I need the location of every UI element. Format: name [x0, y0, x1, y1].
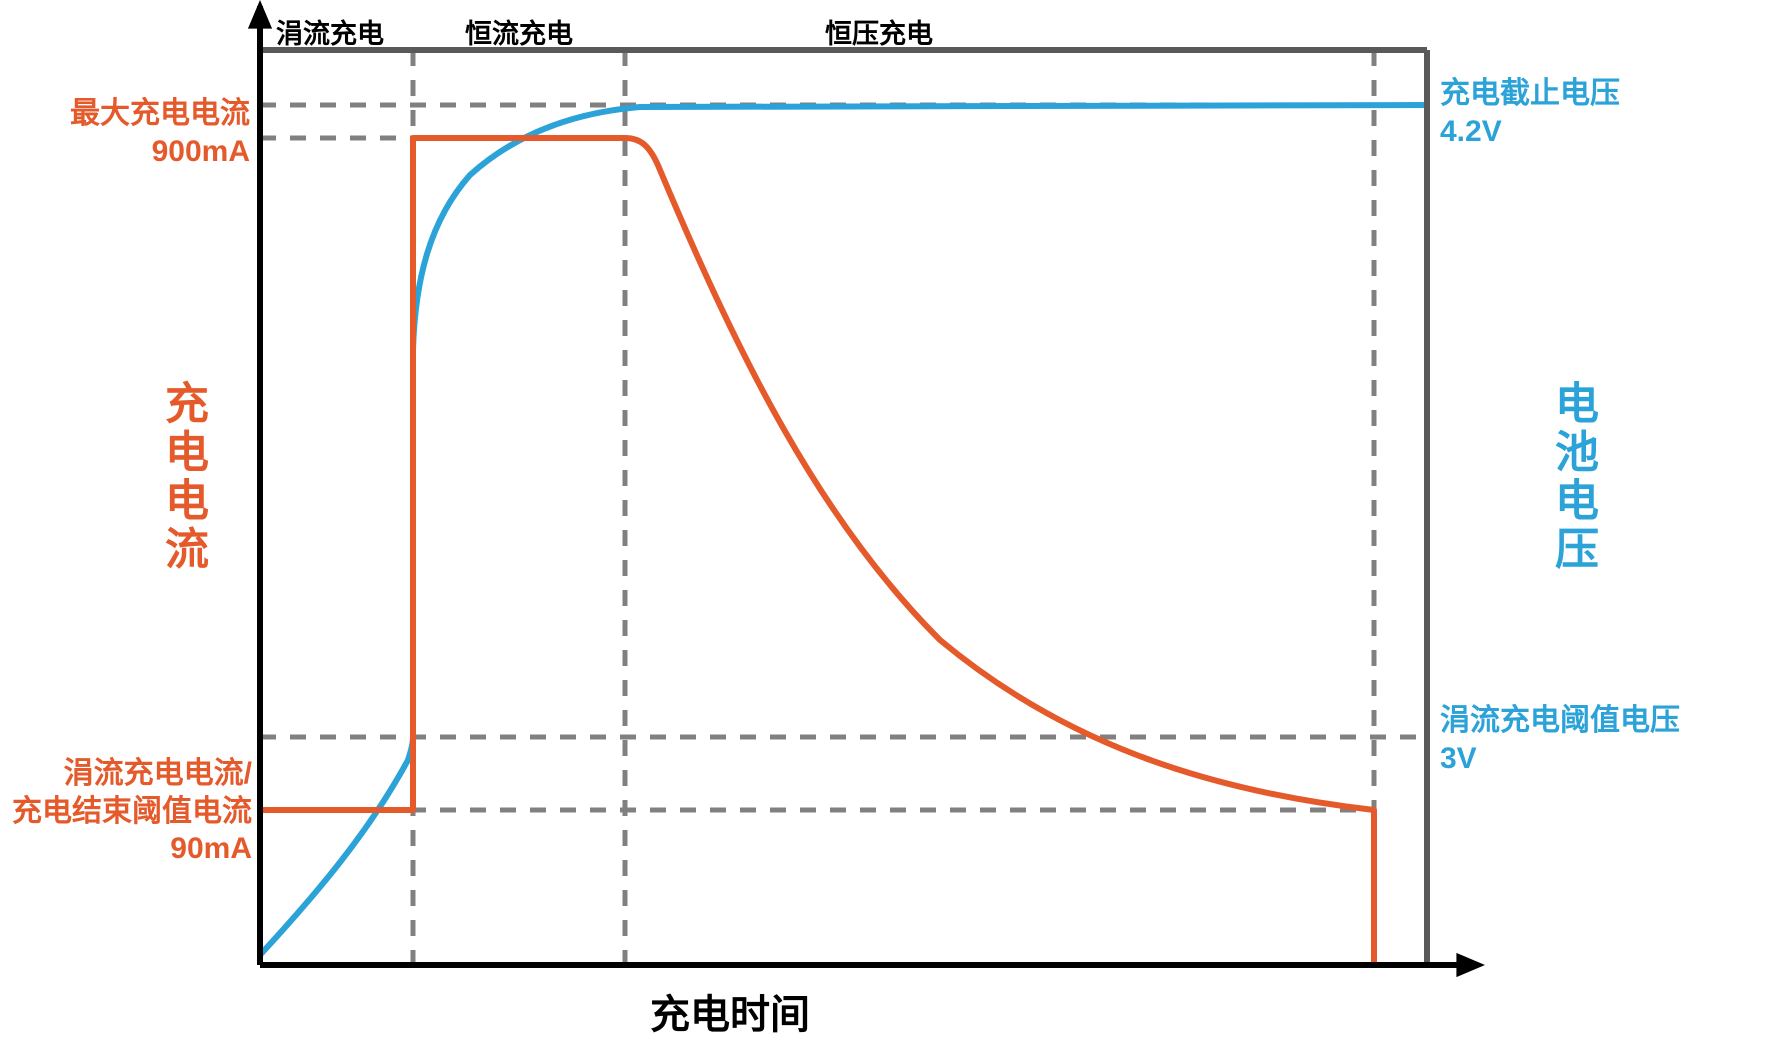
x-axis-arrow: [1456, 953, 1485, 977]
phase-label-trickle: 涓流充电: [276, 18, 384, 52]
phase-label-cc: 恒流充电: [465, 18, 573, 52]
trickle-current-label: 涓流充电电流/ 充电结束阈值电流 90mA: [0, 755, 252, 868]
voltage-curve: [260, 105, 1427, 955]
y-axis-arrow: [248, 0, 272, 29]
max-current-label: 最大充电电流 900mA: [20, 95, 250, 170]
cutoff-voltage-label: 充电截止电压 4.2V: [1440, 75, 1755, 150]
y-axis-right-title: 电池电压: [1545, 380, 1600, 574]
trickle-voltage-label: 涓流充电阈值电压 3V: [1440, 702, 1760, 777]
chart-container: 涓流充电 恒流充电 恒压充电 最大充电电流 900mA 涓流充电电流/ 充电结束…: [0, 0, 1765, 1058]
y-axis-left-title: 充电电流: [155, 380, 210, 574]
chart-svg: [0, 0, 1765, 1058]
phase-label-cv: 恒压充电: [825, 18, 933, 52]
x-axis-title: 充电时间: [0, 990, 1460, 1040]
